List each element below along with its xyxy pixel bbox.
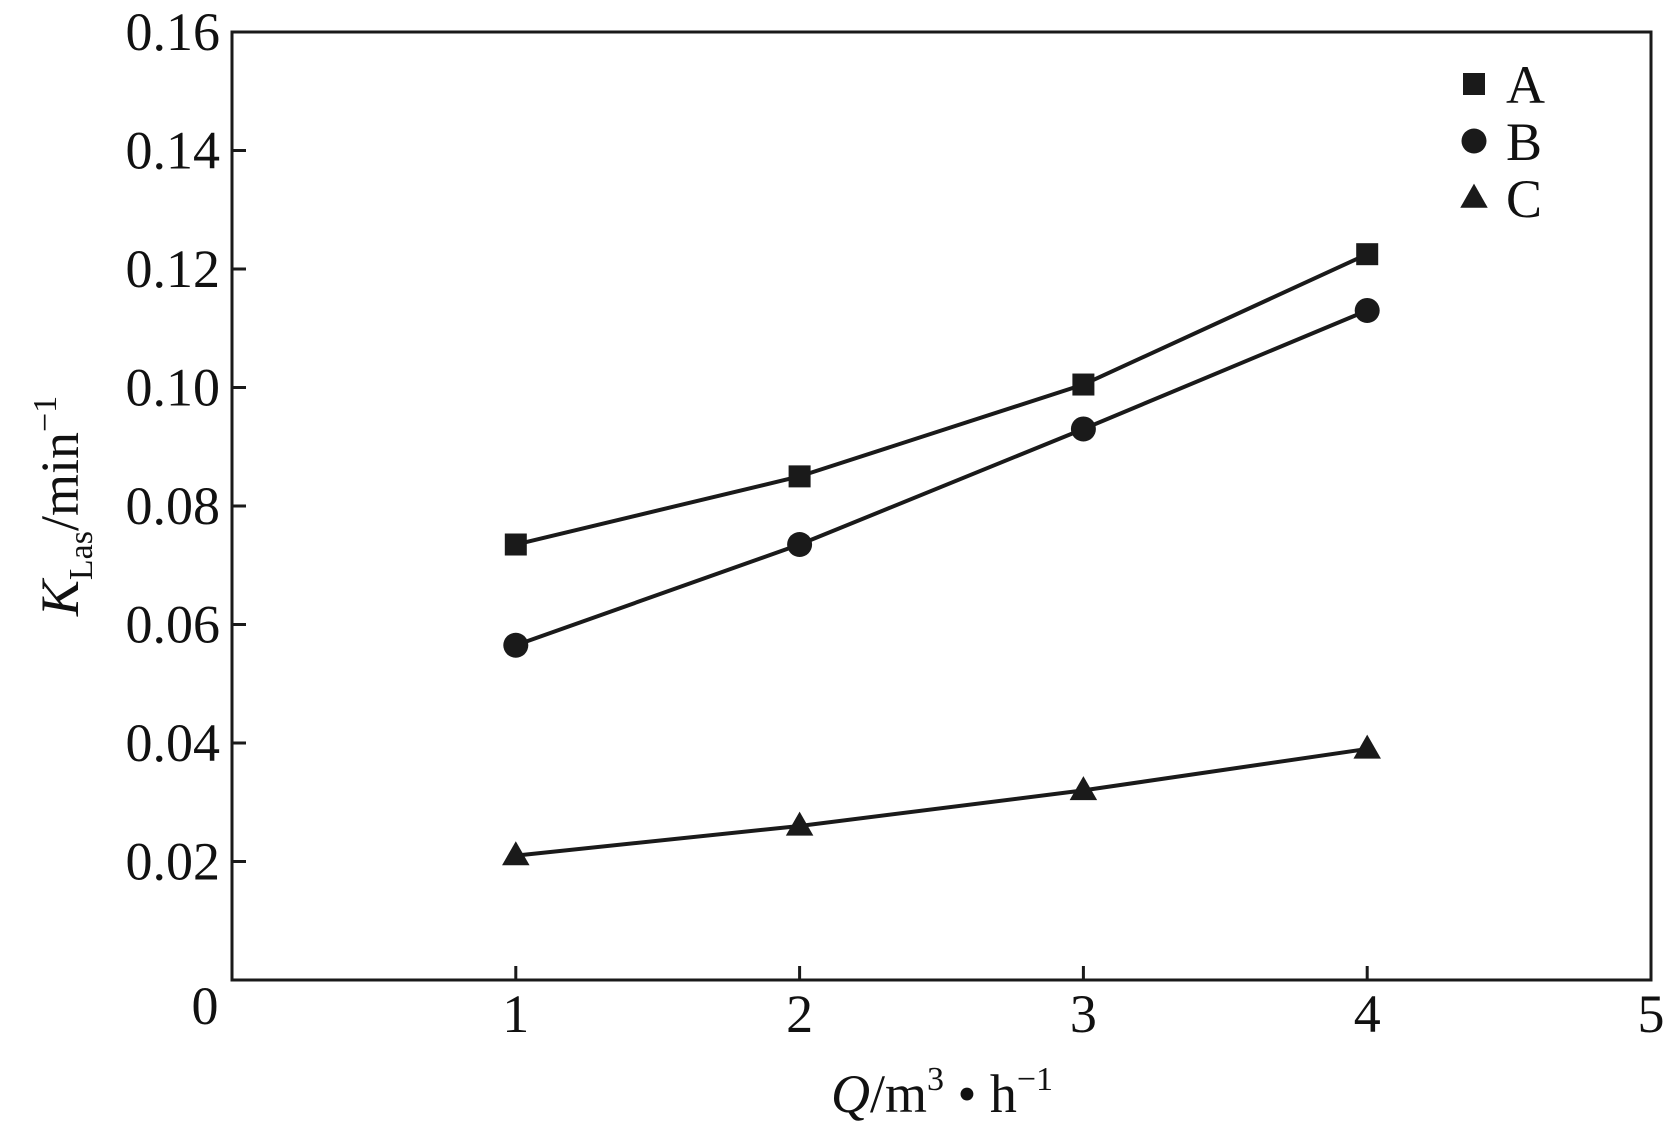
x-axis-mid: • h [944, 1064, 1017, 1122]
y-tick-label: 0.14 [126, 121, 221, 181]
series-c-point [1069, 776, 1098, 801]
legend-item-c: C [1460, 169, 1542, 229]
x-tick-label: 1 [502, 984, 529, 1044]
series-c-point [1353, 734, 1381, 759]
legend-label-a: A [1506, 55, 1545, 115]
series-b [503, 297, 1380, 658]
y-axis-sup: −1 [27, 396, 64, 432]
y-axis-ticks: 0.02 0.04 0.06 0.08 0.10 0.12 0.14 0.16 [126, 2, 246, 892]
series-a-point [788, 465, 811, 488]
y-tick-label: 0.02 [126, 832, 221, 892]
series-b-point [503, 632, 529, 658]
series-b-point [1070, 416, 1096, 442]
x-axis-unit: /m [870, 1064, 927, 1122]
series-a-point [504, 533, 527, 556]
series-a-point [1356, 243, 1379, 266]
x-tick-label: 4 [1354, 984, 1381, 1044]
legend-label-b: B [1506, 112, 1542, 172]
legend-marker-b [1461, 128, 1487, 154]
legend: ABC [1460, 55, 1545, 229]
x-tick-label: 3 [1070, 984, 1097, 1044]
y-tick-label: 0.12 [126, 239, 221, 299]
series-a-line [515, 252, 1369, 547]
x-axis-ticks: 1 2 3 4 5 [502, 966, 1665, 1044]
legend-label-c: C [1506, 169, 1542, 229]
y-tick-label: 0.08 [126, 476, 221, 536]
legend-item-b: B [1461, 112, 1542, 172]
series-c-point [785, 811, 814, 836]
series-b-point [787, 532, 813, 558]
y-tick-label: 0.06 [126, 595, 221, 655]
series-c-line [515, 746, 1368, 858]
x-tick-label: 2 [786, 984, 813, 1044]
y-tick-label: 0.16 [126, 2, 221, 62]
series-b-point [1354, 297, 1380, 323]
y-axis-var: K [30, 577, 90, 617]
y-axis-title: KLas/min−1 [27, 396, 100, 617]
y-axis-sub: Las [63, 531, 100, 580]
series-a [504, 243, 1379, 556]
x-axis-sup2: −1 [1017, 1061, 1053, 1098]
x-axis-title: Q/m3 • h−1 [831, 1061, 1053, 1122]
y-tick-label: 0.04 [126, 713, 221, 773]
x-axis-var: Q [831, 1064, 870, 1122]
origin-label: 0 [192, 976, 219, 1036]
series-c-point [502, 841, 530, 866]
x-axis-sup1: 3 [927, 1061, 944, 1098]
y-tick-label: 0.10 [126, 358, 221, 418]
x-tick-label: 5 [1638, 984, 1665, 1044]
y-axis-unit: /min [30, 432, 90, 531]
legend-marker-a [1463, 73, 1485, 95]
legend-marker-c [1460, 183, 1488, 208]
plot-frame [230, 30, 1653, 982]
series-layer [502, 243, 1381, 866]
series-b-line [515, 308, 1368, 648]
series-a-point [1072, 373, 1095, 396]
legend-item-a: A [1463, 55, 1545, 115]
series-c [502, 734, 1381, 866]
